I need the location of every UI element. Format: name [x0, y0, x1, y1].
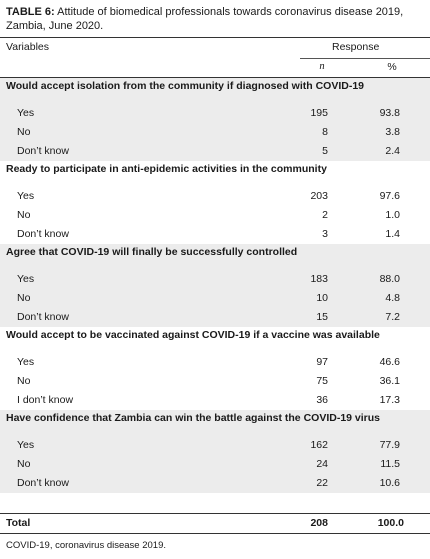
response-label: Don’t know [17, 228, 69, 240]
total-row: Total 208 100.0 [0, 513, 430, 534]
total-percent: 100.0 [377, 517, 404, 529]
response-percent: 17.3 [379, 394, 400, 406]
response-n: 3 [322, 228, 328, 240]
response-percent: 93.8 [379, 107, 400, 119]
response-n: 2 [322, 209, 328, 221]
question-text: Agree that COVID-19 will finally be succ… [6, 246, 298, 258]
table-footnote: COVID-19, coronavirus disease 2019. [6, 540, 166, 551]
response-label: No [17, 209, 31, 221]
table-row: Don’t know 22 10.6 [0, 474, 430, 493]
table-row: I don’t know 36 17.3 [0, 391, 430, 410]
table-row: No 8 3.8 [0, 123, 430, 142]
response-n: 97 [316, 356, 328, 368]
response-label: No [17, 375, 31, 387]
table-row: Don’t know 3 1.4 [0, 225, 430, 244]
header-bottom-rule [0, 77, 430, 78]
response-n: 22 [316, 477, 328, 489]
response-percent: 11.5 [380, 458, 400, 470]
response-n: 195 [310, 107, 328, 119]
response-label: No [17, 292, 31, 304]
response-label: I don’t know [17, 394, 74, 406]
response-percent: 46.6 [379, 356, 400, 368]
response-n: 10 [316, 292, 328, 304]
response-n: 15 [316, 311, 328, 323]
table-row: No 75 36.1 [0, 372, 430, 391]
question-text: Have confidence that Zambia can win the … [6, 412, 381, 424]
table-body: Would accept isolation from the communit… [0, 78, 430, 493]
header-n: n [319, 61, 325, 72]
response-label: Yes [17, 190, 35, 202]
response-n: 24 [316, 458, 328, 470]
total-n: 208 [310, 517, 328, 529]
table-row: Yes 162 77.9 [0, 436, 430, 455]
table-row: Don’t know 15 7.2 [0, 308, 430, 327]
response-n: 5 [322, 145, 328, 157]
response-percent: 36.1 [379, 375, 400, 387]
response-percent: 2.4 [385, 145, 400, 157]
response-n: 75 [316, 375, 328, 387]
response-percent: 88.0 [379, 273, 400, 285]
response-label: Don’t know [17, 477, 69, 489]
response-n: 203 [310, 190, 328, 202]
table-caption: TABLE 6: Attitude of biomedical professi… [6, 5, 426, 33]
table-row: Don’t know 5 2.4 [0, 142, 430, 161]
response-n: 183 [310, 273, 328, 285]
question-text: Would accept isolation from the communit… [6, 80, 365, 92]
response-percent: 97.6 [379, 190, 400, 202]
question-group: Agree that COVID-19 will finally be succ… [0, 244, 430, 327]
table-row: No 24 11.5 [0, 455, 430, 474]
question-group: Would accept to be vaccinated against CO… [0, 327, 430, 410]
response-label: Don’t know [17, 145, 69, 157]
question-group: Have confidence that Zambia can win the … [0, 410, 430, 493]
response-label: Yes [17, 107, 35, 119]
table-number: TABLE 6: [6, 6, 55, 18]
response-n: 8 [322, 126, 328, 138]
response-percent: 7.2 [385, 311, 400, 323]
response-label: No [17, 126, 31, 138]
table-row: No 2 1.0 [0, 206, 430, 225]
table-row: Yes 203 97.6 [0, 187, 430, 206]
response-percent: 4.8 [385, 292, 400, 304]
response-label: Don’t know [17, 311, 69, 323]
response-percent: 77.9 [379, 439, 400, 451]
response-n: 162 [310, 439, 328, 451]
response-label: Yes [17, 356, 35, 368]
table-row: Yes 97 46.6 [0, 353, 430, 372]
question-text: Ready to participate in anti-epidemic ac… [6, 163, 327, 175]
table-header: Variables Response n % [0, 37, 430, 73]
response-percent: 10.6 [379, 477, 400, 489]
response-n: 36 [316, 394, 328, 406]
response-percent: 1.0 [385, 209, 400, 221]
response-label: No [17, 458, 31, 470]
question-text: Would accept to be vaccinated against CO… [6, 329, 380, 341]
table-title: Attitude of biomedical professionals tow… [6, 6, 404, 32]
question-group: Would accept isolation from the communit… [0, 78, 430, 161]
response-label: Yes [17, 439, 35, 451]
header-response: Response [332, 41, 380, 53]
response-label: Yes [17, 273, 35, 285]
table-row: Yes 183 88.0 [0, 270, 430, 289]
response-percent: 1.4 [385, 228, 400, 240]
response-percent: 3.8 [385, 126, 400, 138]
table-row: Yes 195 93.8 [0, 104, 430, 123]
header-variables: Variables [6, 41, 49, 53]
table-row: No 10 4.8 [0, 289, 430, 308]
total-label: Total [6, 517, 31, 529]
header-divider [300, 58, 430, 59]
header-percent: % [387, 61, 397, 73]
question-group: Ready to participate in anti-epidemic ac… [0, 161, 430, 244]
